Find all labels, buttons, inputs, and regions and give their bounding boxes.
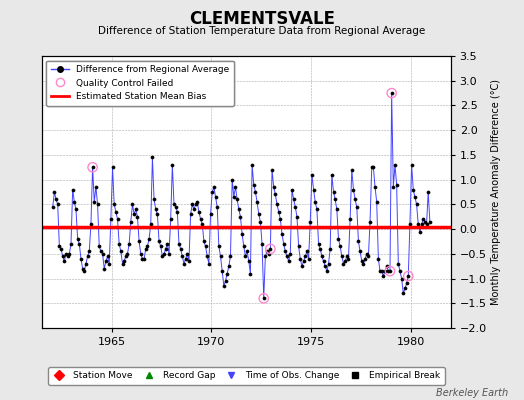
Text: CLEMENTSVALE: CLEMENTSVALE — [189, 10, 335, 28]
Text: Berkeley Earth: Berkeley Earth — [436, 388, 508, 398]
Y-axis label: Monthly Temperature Anomaly Difference (°C): Monthly Temperature Anomaly Difference (… — [491, 79, 501, 305]
Point — [386, 268, 394, 274]
Legend: Station Move, Record Gap, Time of Obs. Change, Empirical Break: Station Move, Record Gap, Time of Obs. C… — [48, 367, 444, 385]
Legend: Difference from Regional Average, Quality Control Failed, Estimated Station Mean: Difference from Regional Average, Qualit… — [47, 60, 234, 106]
Point — [404, 273, 412, 279]
Point — [259, 295, 268, 302]
Text: Difference of Station Temperature Data from Regional Average: Difference of Station Temperature Data f… — [99, 26, 425, 36]
Point — [387, 90, 396, 96]
Point — [89, 164, 97, 170]
Point — [266, 246, 275, 252]
